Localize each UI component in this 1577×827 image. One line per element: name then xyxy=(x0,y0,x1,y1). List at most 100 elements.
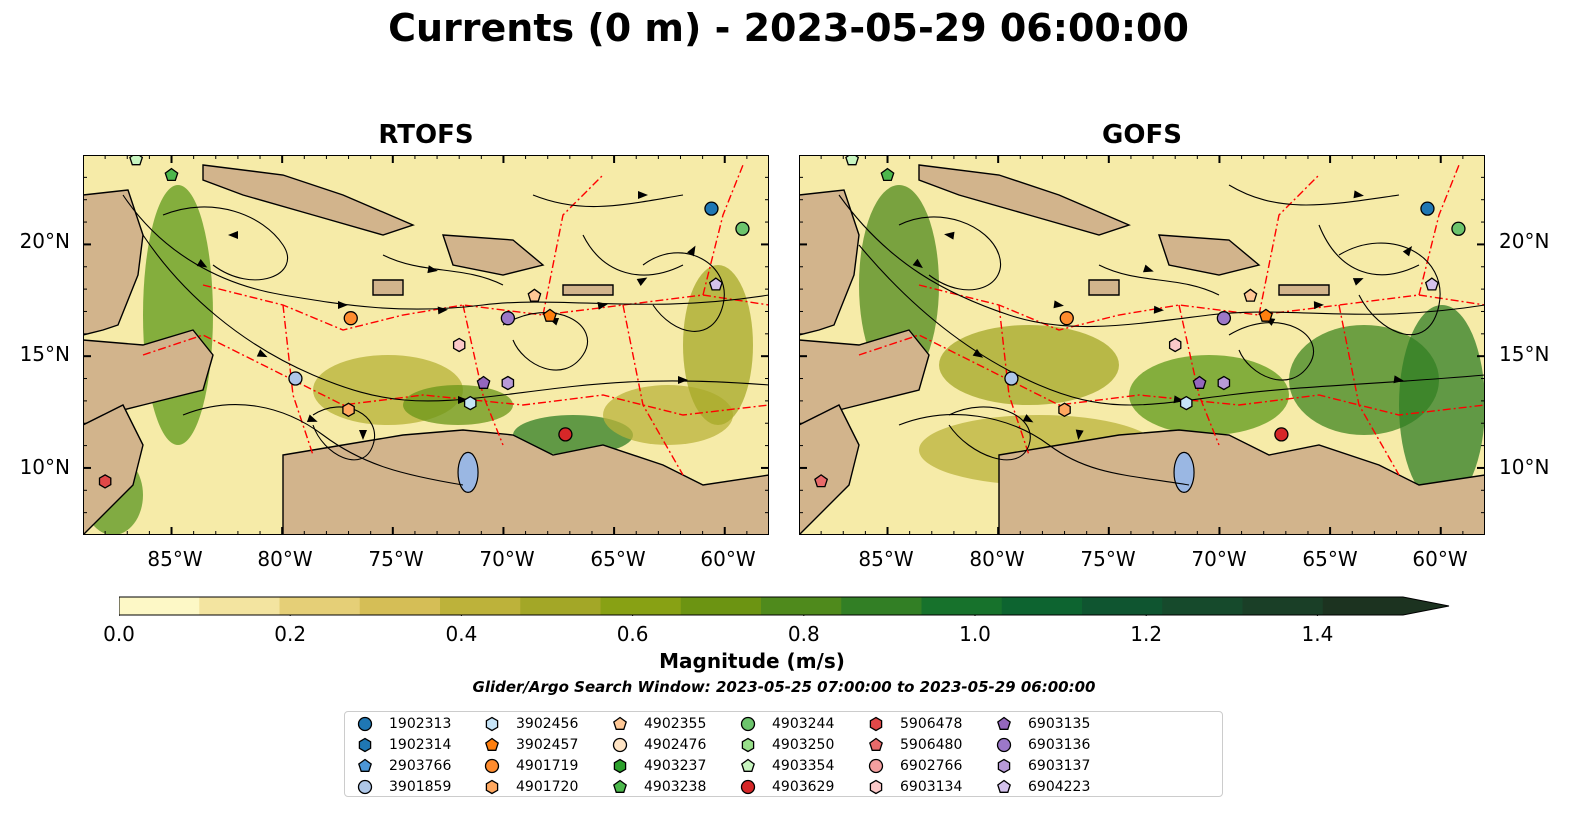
legend-item-4903244: 4903244 xyxy=(738,714,834,734)
legend-marker-pentagon xyxy=(741,758,755,772)
land-mass xyxy=(1278,284,1330,296)
map-panel-gofs[interactable] xyxy=(799,155,1485,535)
platform-marker-6903135 xyxy=(476,375,491,389)
colorbar-tick-label: 0.2 xyxy=(274,622,307,646)
map-panel-rtofs[interactable] xyxy=(83,155,769,535)
legend-label: 3902456 xyxy=(516,716,579,732)
lon-label-65w: 65°W xyxy=(590,547,646,571)
legend-label: 6903136 xyxy=(1028,737,1091,753)
platform-marker-4903629 xyxy=(558,427,573,442)
platform-marker-3902457 xyxy=(1258,308,1273,322)
platform-marker-3902457 xyxy=(542,308,557,322)
legend-label: 4903354 xyxy=(772,758,835,774)
map-canvas xyxy=(799,155,1485,535)
streamline-arrow xyxy=(944,231,955,240)
platform-marker-4903238 xyxy=(880,167,895,182)
lat-label-10n-left: 10°N xyxy=(19,455,70,479)
platform-marker-6903136 xyxy=(1216,311,1232,326)
platform-marker-4903354 xyxy=(845,155,860,166)
colorbar-label: Magnitude (m/s) xyxy=(659,649,845,673)
legend-marker-hexagon xyxy=(613,758,627,774)
colorbar-segment xyxy=(119,597,200,615)
streamline xyxy=(582,234,684,276)
streamline-arrow xyxy=(437,306,448,315)
legend-label: 1902314 xyxy=(389,737,452,753)
legend-item-5906480: 5906480 xyxy=(866,735,962,755)
colorbar-tick-label: 0.6 xyxy=(616,622,649,646)
lon-label-75w: 75°W xyxy=(368,547,424,571)
colorbar-segment xyxy=(761,597,842,615)
streamline-arrow xyxy=(678,376,688,384)
legend-label: 1902313 xyxy=(389,716,452,732)
streamline xyxy=(1098,264,1220,296)
legend-marker-hexagon xyxy=(485,716,499,732)
platform-marker-4903238 xyxy=(164,167,179,182)
land-mass xyxy=(442,234,545,276)
legend-marker-circle xyxy=(868,758,884,774)
legend-label: 6902766 xyxy=(900,758,963,774)
colorbar-tick-label: 1.0 xyxy=(959,622,991,646)
streamline-arrow xyxy=(1352,278,1364,286)
legend-marker-circle xyxy=(740,716,756,732)
legend-marker-pentagon xyxy=(869,737,883,751)
streamline xyxy=(182,404,464,486)
current-speed-patch xyxy=(143,185,213,445)
eez-boundary xyxy=(1178,304,1220,446)
land-mass xyxy=(799,404,860,535)
legend-marker-pentagon xyxy=(997,779,1011,793)
platform-marker-3902456 xyxy=(463,395,477,411)
eez-boundary xyxy=(1258,174,1320,316)
streamline-arrow xyxy=(636,277,648,286)
colorbar xyxy=(119,596,1450,616)
legend-marker-circle xyxy=(357,716,373,732)
eez-boundary xyxy=(858,334,1485,416)
figure-title: Currents (0 m) - 2023-05-29 06:00:00 xyxy=(388,6,1189,50)
streamline xyxy=(122,194,769,310)
lat-label-10n-right: 10°N xyxy=(1499,455,1550,479)
legend-marker-hexagon xyxy=(741,737,755,753)
legend-marker-hexagon xyxy=(485,779,499,795)
legend-label: 4903629 xyxy=(772,779,835,795)
streamline xyxy=(898,414,1190,486)
legend-item-3902456: 3902456 xyxy=(482,714,578,734)
colorbar-segment xyxy=(1162,597,1243,615)
land-mass xyxy=(83,404,144,535)
legend-item-1902314: 1902314 xyxy=(355,735,451,755)
eez-boundary xyxy=(622,304,684,476)
colorbar-segment xyxy=(1082,597,1163,615)
streamline xyxy=(1318,224,1420,276)
legend-item-4902476: 4902476 xyxy=(610,735,706,755)
platform-marker-4903354 xyxy=(129,155,144,166)
current-speed-patch xyxy=(683,265,753,425)
legend-label: 4902476 xyxy=(644,737,707,753)
streamline-arrow xyxy=(1143,264,1154,273)
streamline-arrow xyxy=(1402,246,1413,257)
lake-maracaibo xyxy=(457,451,479,494)
lat-label-15n-right: 15°N xyxy=(1499,342,1550,366)
eez-boundary xyxy=(1338,304,1400,476)
legend-label: 6903137 xyxy=(1028,758,1091,774)
lon-label-75w-gofs: 75°W xyxy=(1080,547,1136,571)
platform-marker-4901719 xyxy=(343,311,358,326)
platform-marker-5906480 xyxy=(814,474,829,488)
legend-label: 4901719 xyxy=(516,758,579,774)
legend-item-4901719: 4901719 xyxy=(482,756,578,776)
streamline-arrow xyxy=(1022,414,1034,423)
lake-maracaibo xyxy=(1173,451,1195,494)
streamline-arrow xyxy=(359,430,367,440)
platform-marker-6903135 xyxy=(1192,375,1207,389)
legend-marker-hexagon xyxy=(997,758,1011,774)
platform-marker-4903244 xyxy=(735,221,750,236)
eez-boundary xyxy=(702,164,744,296)
streamline xyxy=(948,406,1031,461)
legend-item-4903237: 4903237 xyxy=(610,756,706,776)
streamline-arrow xyxy=(256,349,268,358)
legend-label: 4901720 xyxy=(516,779,579,795)
lon-label-85w-gofs: 85°W xyxy=(858,547,914,571)
platform-marker-6903136 xyxy=(500,311,516,326)
legend-item-6903137: 6903137 xyxy=(994,756,1090,776)
legend-label: 6904223 xyxy=(1028,779,1091,795)
platform-marker-3901859 xyxy=(288,371,303,386)
colorbar-segment xyxy=(1322,597,1404,615)
colorbar-segment xyxy=(600,597,682,615)
